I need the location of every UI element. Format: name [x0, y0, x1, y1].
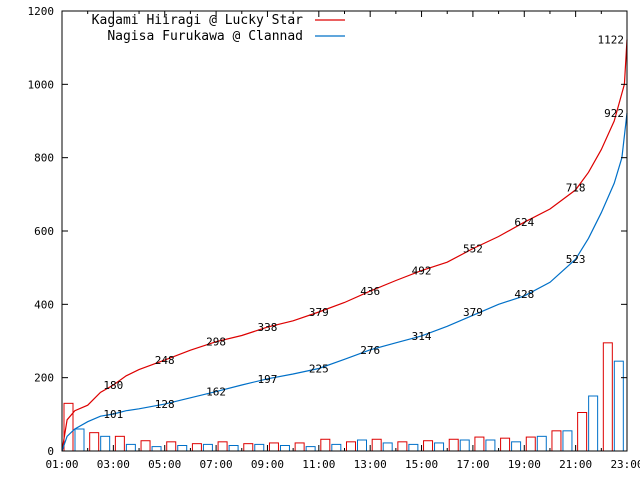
- bar-kagami: [243, 443, 254, 452]
- bar-kagami: [140, 440, 151, 452]
- bar-kagami: [346, 441, 356, 452]
- bar-kagami: [397, 441, 408, 452]
- x-tick-label: 01:00: [45, 458, 78, 471]
- data-label: 922: [604, 107, 624, 120]
- bar-nagisa: [459, 439, 470, 452]
- data-label: 428: [514, 288, 534, 301]
- data-label: 1122: [598, 34, 625, 47]
- bar-kagami: [294, 442, 305, 452]
- bar-kagami: [500, 437, 511, 452]
- x-tick-label: 23:00: [610, 458, 640, 471]
- data-label: 162: [206, 386, 226, 399]
- x-tick-label: 05:00: [148, 458, 181, 471]
- x-tick-label: 21:00: [559, 458, 592, 471]
- point-labels-layer: 180 248 298 338 379 436 492 552 624 718 1122 101 128…: [103, 34, 624, 421]
- data-label: 436: [360, 285, 380, 298]
- y-tick-label: 0: [47, 445, 54, 458]
- data-label: 552: [463, 243, 483, 256]
- bar-nagisa: [228, 445, 239, 452]
- x-tick-label: 03:00: [97, 458, 130, 471]
- bar-kagami: [371, 438, 382, 452]
- y-tick-label: 400: [34, 298, 54, 311]
- data-label: 338: [258, 321, 278, 334]
- data-label: 718: [566, 182, 586, 195]
- bar-kagami: [602, 342, 613, 452]
- x-tick-label: 13:00: [354, 458, 387, 471]
- bar-nagisa: [511, 441, 522, 452]
- y-tick-label: 600: [34, 225, 54, 238]
- bar-kagami: [525, 436, 536, 452]
- bar-nagisa: [100, 435, 111, 452]
- bar-kagami: [191, 443, 202, 452]
- data-label: 379: [463, 306, 483, 319]
- x-tick-label: 15:00: [405, 458, 438, 471]
- x-tick-label: 11:00: [302, 458, 335, 471]
- bar-nagisa: [357, 439, 367, 452]
- x-tick-label: 19:00: [508, 458, 541, 471]
- bar-nagisa: [434, 442, 445, 452]
- data-label: 248: [155, 354, 175, 367]
- x-tick-label: 09:00: [251, 458, 284, 471]
- bar-nagisa: [305, 446, 316, 452]
- y-tick-label: 200: [34, 372, 54, 385]
- bar-kagami: [217, 441, 228, 452]
- bar-kagami: [320, 438, 331, 452]
- bar-nagisa: [331, 443, 342, 452]
- data-label: 314: [412, 330, 432, 343]
- bar-nagisa: [536, 435, 547, 452]
- bar-nagisa: [254, 443, 265, 452]
- bar-nagisa: [588, 395, 599, 452]
- bar-nagisa: [562, 430, 573, 452]
- data-label: 101: [103, 408, 123, 421]
- data-label: 492: [412, 265, 432, 278]
- bar-kagami: [114, 435, 125, 452]
- bar-nagisa: [177, 445, 188, 452]
- bar-kagami: [89, 432, 100, 452]
- bar-kagami: [551, 430, 562, 452]
- bar-kagami: [423, 440, 434, 452]
- data-label: 225: [309, 363, 329, 376]
- data-label: 128: [155, 398, 175, 411]
- data-label: 276: [360, 344, 380, 357]
- bar-kagami: [268, 442, 279, 452]
- data-label: 180: [103, 379, 123, 392]
- bar-nagisa: [485, 439, 496, 452]
- bar-nagisa: [408, 443, 419, 452]
- bar-kagami: [474, 436, 485, 452]
- plot-frame: [61, 10, 628, 452]
- bar-nagisa: [382, 442, 393, 452]
- data-label: 197: [258, 373, 278, 386]
- bar-nagisa: [613, 360, 624, 452]
- bar-nagisa: [279, 445, 290, 452]
- lines-layer: [61, 39, 628, 452]
- data-label: 379: [309, 306, 329, 319]
- data-label: 624: [514, 216, 534, 229]
- y-tick-label: 800: [34, 152, 54, 165]
- bar-kagami: [577, 412, 588, 452]
- bar-nagisa: [74, 428, 85, 452]
- bar-kagami: [448, 438, 459, 452]
- y-tick-label: 1000: [28, 78, 55, 91]
- x-tick-label: 07:00: [200, 458, 233, 471]
- bar-kagami: [166, 441, 177, 452]
- legend-label: Kagami Hiiragi @ Lucky Star: [92, 13, 303, 28]
- legend-label: Nagisa Furukawa @ Clannad: [107, 29, 303, 44]
- series-line-nagisa: [61, 112, 628, 452]
- x-tick-label: 17:00: [456, 458, 489, 471]
- y-tick-label: 1200: [28, 5, 55, 18]
- series-line-kagami: [61, 39, 628, 452]
- data-label: 298: [206, 336, 226, 349]
- bar-nagisa: [202, 443, 213, 452]
- bar-nagisa: [125, 443, 136, 452]
- axes-layer: 0 200 400 600 800 1000 1200 01:00 03:00 05:00 07:0…: [28, 5, 640, 471]
- data-label: 523: [566, 253, 586, 266]
- bar-nagisa: [151, 446, 162, 452]
